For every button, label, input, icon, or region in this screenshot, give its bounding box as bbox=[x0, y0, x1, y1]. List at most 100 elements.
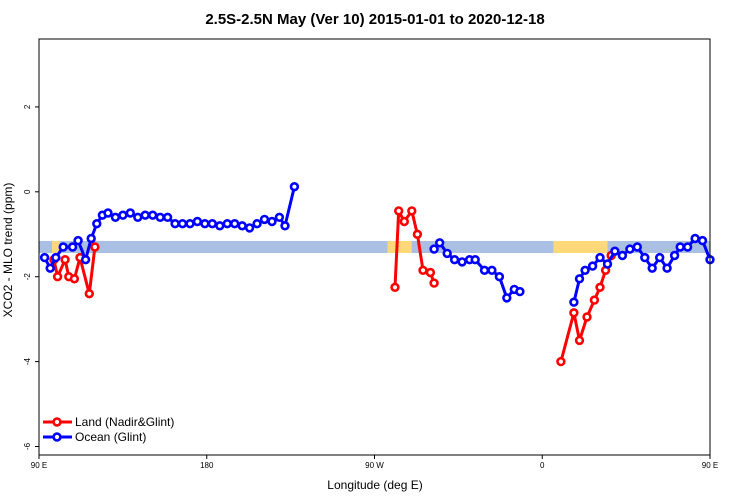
data-point bbox=[86, 233, 96, 244]
y-axis-label: XCO2 - MLO trend (ppm) bbox=[1, 183, 15, 318]
data-point bbox=[569, 308, 579, 318]
data-point bbox=[140, 210, 150, 220]
data-point bbox=[84, 289, 95, 299]
data-point bbox=[449, 255, 460, 265]
data-point bbox=[479, 265, 490, 275]
data-point bbox=[103, 208, 113, 218]
data-point bbox=[582, 312, 592, 322]
data-point bbox=[429, 244, 439, 254]
legend-marker bbox=[52, 417, 62, 427]
data-point bbox=[589, 295, 600, 305]
data-point bbox=[574, 335, 585, 346]
data-point bbox=[556, 356, 566, 367]
data-point bbox=[125, 208, 136, 218]
data-point bbox=[587, 261, 598, 271]
land-band bbox=[553, 241, 608, 253]
legend-label: Land (Nadir&Glint) bbox=[75, 415, 174, 429]
data-point bbox=[595, 252, 605, 263]
data-point bbox=[442, 248, 452, 259]
data-point bbox=[267, 216, 277, 227]
data-point bbox=[675, 242, 685, 252]
data-point bbox=[73, 235, 83, 246]
data-point bbox=[133, 212, 143, 223]
data-point bbox=[669, 250, 680, 261]
data-point bbox=[52, 272, 63, 282]
data-point bbox=[67, 242, 78, 252]
data-point bbox=[69, 274, 80, 284]
data-point bbox=[244, 223, 255, 233]
data-point bbox=[192, 216, 203, 227]
data-point bbox=[289, 182, 300, 192]
data-point bbox=[230, 219, 240, 229]
x-tick-label: 90 E bbox=[31, 461, 47, 470]
data-point bbox=[429, 278, 439, 288]
data-point bbox=[625, 244, 635, 254]
data-point bbox=[632, 242, 642, 252]
data-point bbox=[60, 255, 70, 265]
legend: Land (Nadir&Glint)Ocean (Glint) bbox=[43, 415, 174, 444]
data-point bbox=[394, 206, 404, 216]
data-point bbox=[418, 265, 428, 275]
data-point bbox=[569, 297, 579, 307]
x-tick-label: 0 bbox=[540, 461, 545, 470]
data-point bbox=[90, 242, 100, 252]
x-axis: 90 E 180 90 W 0 90 E bbox=[31, 455, 718, 470]
data-point bbox=[457, 257, 467, 267]
data-point bbox=[58, 242, 68, 252]
land-band bbox=[387, 241, 412, 253]
y-tick-label: -4 bbox=[23, 357, 32, 365]
data-point bbox=[502, 293, 512, 303]
data-point bbox=[654, 252, 665, 263]
data-point bbox=[610, 246, 620, 256]
data-point bbox=[177, 219, 188, 229]
data-point bbox=[487, 265, 497, 275]
legend-label: Ocean (Glint) bbox=[75, 430, 146, 444]
x-tick-label: 90 W bbox=[365, 461, 384, 470]
legend-entry: Ocean (Glint) bbox=[43, 430, 146, 444]
data-point bbox=[494, 272, 505, 282]
chart-title: 2.5S-2.5N May (Ver 10) 2015-01-01 to 202… bbox=[205, 11, 544, 28]
data-point bbox=[682, 242, 693, 252]
data-point bbox=[390, 282, 400, 292]
data-point bbox=[412, 229, 423, 240]
x-tick-label: 180 bbox=[200, 461, 214, 470]
land-band bbox=[52, 241, 60, 253]
data-point bbox=[697, 235, 708, 246]
series-layer bbox=[39, 182, 715, 367]
x-tick-label: 90 E bbox=[702, 461, 718, 470]
data-point bbox=[690, 233, 700, 244]
data-point bbox=[470, 255, 480, 265]
series-land-nadir-glint bbox=[49, 206, 616, 367]
data-point bbox=[45, 263, 55, 273]
data-point bbox=[574, 274, 585, 284]
data-point bbox=[647, 263, 657, 273]
data-point bbox=[162, 212, 173, 223]
data-point bbox=[580, 265, 590, 275]
data-point bbox=[215, 221, 225, 231]
data-point bbox=[274, 212, 285, 223]
data-point bbox=[110, 212, 121, 223]
data-point bbox=[399, 216, 409, 227]
data-point bbox=[425, 267, 436, 278]
data-point bbox=[435, 238, 445, 248]
data-point bbox=[515, 286, 525, 297]
data-point bbox=[185, 219, 195, 229]
data-point bbox=[155, 212, 165, 223]
data-point bbox=[237, 221, 247, 231]
data-point bbox=[207, 219, 218, 229]
data-point bbox=[222, 219, 233, 229]
data-point bbox=[595, 282, 605, 292]
trend-band bbox=[39, 241, 710, 253]
data-point bbox=[170, 219, 180, 229]
series-ocean-glint bbox=[39, 182, 715, 307]
data-point bbox=[259, 214, 270, 225]
data-point bbox=[51, 252, 61, 263]
legend-marker bbox=[52, 432, 62, 442]
data-point bbox=[252, 219, 262, 229]
data-point bbox=[640, 252, 650, 263]
data-point bbox=[200, 219, 210, 229]
ocean-band bbox=[39, 241, 710, 253]
data-point bbox=[148, 210, 158, 220]
data-point bbox=[118, 210, 128, 220]
